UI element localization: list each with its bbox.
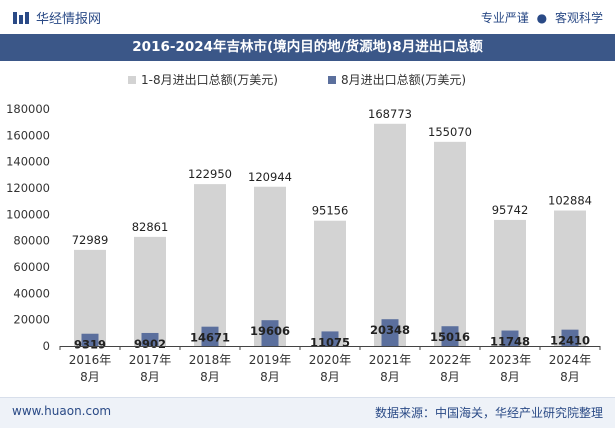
x-axis: 2016年 8月 2017年 8月 2018年 8月 2019年 8月 2020年 8月 2021年… <box>59 346 601 384</box>
bar-august-7 <box>441 326 459 346</box>
bar-total-4 <box>254 186 286 346</box>
data-label-total: 95156 <box>312 204 349 218</box>
bar-total-1 <box>74 249 106 346</box>
legend-swatch-1 <box>128 76 136 84</box>
bar-august-4 <box>261 320 279 346</box>
data-label-total: 120944 <box>248 170 292 184</box>
y-tick-label: 140000 <box>6 155 50 169</box>
data-label-total: 155070 <box>428 125 472 139</box>
y-tick-label: 60000 <box>13 260 50 274</box>
bars: 72989 9319 82861 9902 122950 14671 120944 19606… <box>72 107 592 352</box>
x-tick-label-month: 8月 <box>560 370 580 384</box>
legend-swatch-2 <box>328 76 336 84</box>
y-tick-label: 120000 <box>6 181 50 195</box>
bar-total-5 <box>314 220 346 346</box>
x-tick-label-month: 8月 <box>440 370 460 384</box>
x-tick-label-year: 2021年 <box>369 353 412 367</box>
x-tick-label-month: 8月 <box>380 370 400 384</box>
legend-label-2: 8月进出口总额(万美元) <box>341 73 466 87</box>
y-tick-label: 100000 <box>6 207 50 221</box>
legend-label-1: 1-8月进出口总额(万美元) <box>141 73 278 87</box>
x-tick-label-month: 8月 <box>260 370 280 384</box>
data-label-august: 15016 <box>430 330 470 344</box>
bar-total-6 <box>374 123 406 346</box>
x-tick-label-year: 2017年 <box>129 353 172 367</box>
brand[interactable]: 华经情报网 <box>12 8 101 27</box>
footer-site[interactable]: www.huaon.com <box>12 404 112 418</box>
bar-august-5 <box>321 331 339 346</box>
bar-total-2 <box>134 236 166 346</box>
x-tick-label-year: 2022年 <box>429 353 472 367</box>
data-label-total: 95742 <box>492 203 529 217</box>
bar-august-9 <box>561 329 579 346</box>
data-label-total: 72989 <box>72 233 109 247</box>
bar-total-9 <box>554 210 586 346</box>
x-tick-label-year: 2016年 <box>69 353 112 367</box>
footer-source: 数据来源：中国海关，华经产业研究院整理 <box>374 406 603 420</box>
x-tick-label-month: 8月 <box>320 370 340 384</box>
brand-name: 华经情报网 <box>36 12 102 27</box>
data-label-august: 9902 <box>134 337 166 351</box>
y-axis: 0 20000 40000 60000 80000 100000 120000 140000 1… <box>6 102 50 353</box>
x-tick-label-year: 2019年 <box>249 353 292 367</box>
data-label-august: 19606 <box>250 324 290 338</box>
data-label-august: 11075 <box>310 335 350 349</box>
data-label-total: 82861 <box>132 220 169 234</box>
x-tick-label-year: 2024年 <box>549 353 592 367</box>
title-bar: 2016-2024年吉林市(境内目的地/货源地)8月进出口总额 <box>0 34 615 61</box>
bar-august-6 <box>381 319 399 346</box>
y-tick-label: 180000 <box>6 102 50 116</box>
data-label-total: 168773 <box>368 107 412 121</box>
footer: www.huaon.com 数据来源：中国海关，华经产业研究院整理 <box>0 397 615 428</box>
x-tick-label-year: 2023年 <box>489 353 532 367</box>
top-bar: 华经情报网 专业严谨 ● 客观科学 <box>0 0 615 34</box>
tagline: 专业严谨 ● 客观科学 <box>481 9 603 26</box>
x-tick-label-month: 8月 <box>140 370 160 384</box>
bar-total-3 <box>194 184 226 346</box>
x-tick-label-month: 8月 <box>200 370 220 384</box>
tagline-right: 客观科学 <box>554 11 603 25</box>
bar-august-2 <box>141 332 159 346</box>
y-tick-label: 80000 <box>13 234 50 248</box>
x-tick-label-year: 2018年 <box>189 353 232 367</box>
x-tick-label-year: 2020年 <box>309 353 352 367</box>
data-label-august: 20348 <box>370 323 410 337</box>
y-tick-label: 0 <box>43 339 50 353</box>
brand-logo-icon <box>13 11 29 24</box>
y-tick-label: 20000 <box>13 313 50 327</box>
chart-title: 2016-2024年吉林市(境内目的地/货源地)8月进出口总额 <box>132 39 483 55</box>
x-tick-label-month: 8月 <box>500 370 520 384</box>
bar-august-1 <box>81 333 99 346</box>
data-label-august: 11748 <box>490 335 530 349</box>
data-label-total: 122950 <box>188 167 232 181</box>
bar-august-8 <box>501 330 519 346</box>
legend: 1-8月进出口总额(万美元) 8月进出口总额(万美元) <box>128 73 466 87</box>
tagline-left: 专业严谨 <box>480 11 529 25</box>
data-label-total: 102884 <box>548 194 592 208</box>
bar-total-8 <box>494 219 526 346</box>
bar-august-3 <box>201 326 219 346</box>
bar-total-7 <box>434 141 466 346</box>
y-tick-label: 40000 <box>13 286 50 300</box>
x-tick-label-month: 8月 <box>80 370 100 384</box>
tagline-separator: ● <box>536 11 548 25</box>
chart: 1-8月进出口总额(万美元) 8月进出口总额(万美元) 0 20000 40000 60… <box>6 73 601 384</box>
y-tick-label: 160000 <box>6 128 50 142</box>
data-label-august: 14671 <box>190 331 230 345</box>
data-label-august: 9319 <box>74 338 106 352</box>
data-label-august: 12410 <box>550 334 590 348</box>
